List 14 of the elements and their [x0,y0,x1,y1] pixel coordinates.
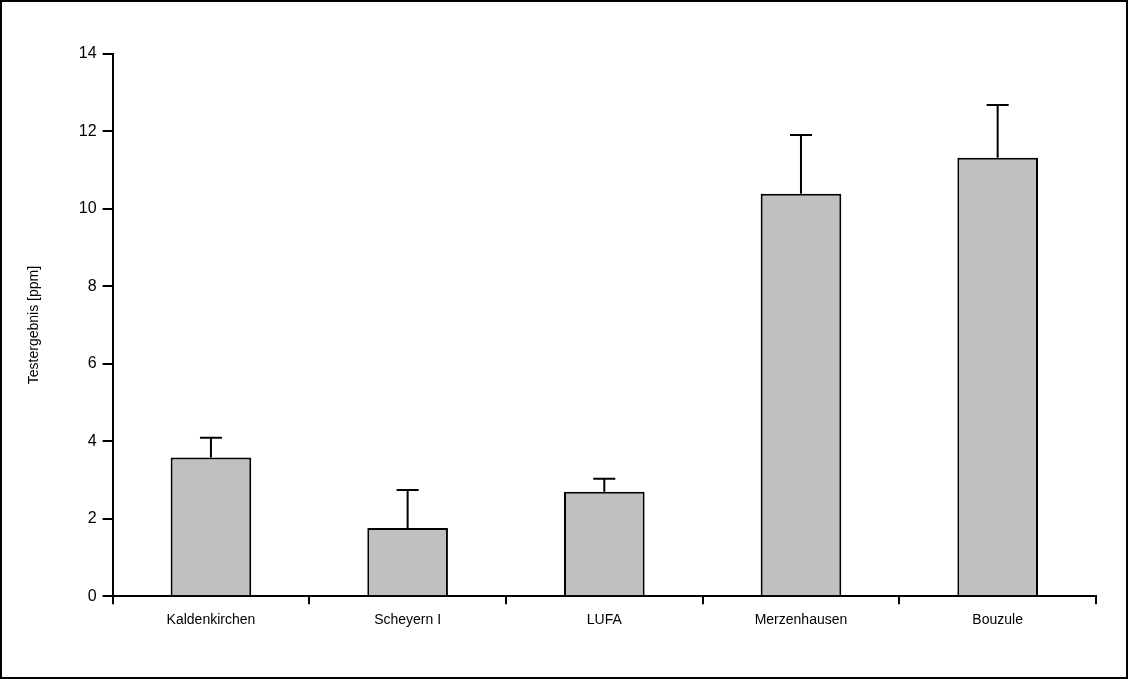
x-tick-label: LUFA [586,611,623,628]
y-tick-label: 10 [78,199,97,217]
y-tick-label: 0 [87,586,97,604]
y-tick-label: 12 [78,121,97,139]
y-tick-label: 2 [87,509,97,527]
y-tick-label: 8 [87,276,97,294]
x-tick-label: Kaldenkirchen [166,611,256,628]
x-tick-label: Merzenhausen [754,611,848,628]
x-tick-label: Scheyern I [374,611,442,628]
y-tick-label: 4 [87,431,97,449]
y-axis-title: Testergebnis [ppm] [25,265,42,385]
x-tick-label: Bouzule [972,611,1024,628]
y-tick-label: 14 [78,44,97,62]
y-tick-label: 6 [87,354,97,372]
